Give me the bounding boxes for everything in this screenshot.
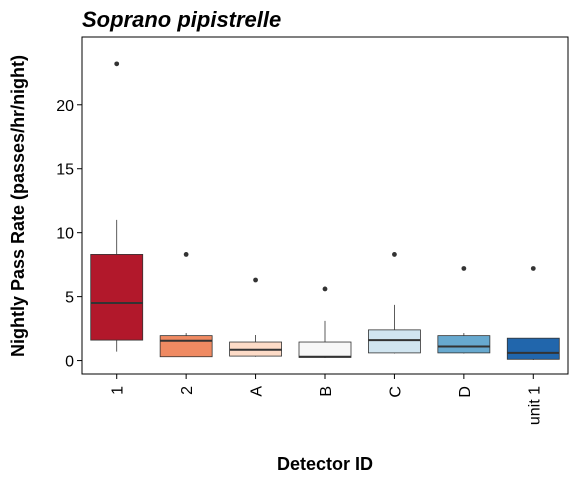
outlier-point (183, 252, 189, 257)
box-group-B (298, 286, 352, 359)
outlier-point (114, 61, 120, 67)
plot-area (90, 61, 560, 360)
x-tick-label-2: 2 (179, 386, 196, 395)
outlier-point (322, 286, 328, 292)
x-tick-label-1: 1 (110, 386, 127, 395)
outlier-point (530, 266, 536, 271)
x-tick-label-D: D (457, 386, 474, 398)
y-tick-label: 10 (56, 226, 74, 243)
box-iqr (506, 337, 560, 360)
chart-title: Soprano pipistrelle (82, 7, 281, 32)
x-tick-label-A: A (249, 386, 266, 397)
box-group-D (437, 266, 491, 354)
outlier-point (461, 266, 467, 271)
box-iqr (159, 335, 213, 358)
box-group-2 (159, 252, 213, 358)
box-group-1 (90, 61, 144, 352)
box-group-unit-1 (506, 266, 560, 360)
box-iqr (90, 254, 144, 341)
box-iqr (437, 335, 491, 354)
y-tick-label: 15 (56, 162, 74, 179)
x-tick-label-B: B (318, 386, 335, 397)
box-iqr (368, 329, 421, 354)
outlier-point (392, 252, 397, 257)
x-axis-title: Detector ID (277, 454, 373, 474)
y-tick-label: 5 (65, 290, 74, 307)
y-tick-label: 0 (65, 354, 74, 371)
box-iqr (298, 341, 352, 358)
outlier-point (253, 277, 258, 283)
x-tick-label-C: C (387, 386, 404, 398)
box-group-C (368, 252, 421, 354)
y-tick-label: 20 (56, 98, 74, 115)
box-group-A (229, 277, 282, 357)
y-axis-title: Nightly Pass Rate (passes/hr/night) (8, 55, 28, 357)
y-axis: 0 5 10 15 20 (56, 98, 82, 371)
x-tick-label-unit-1: unit 1 (526, 386, 543, 425)
